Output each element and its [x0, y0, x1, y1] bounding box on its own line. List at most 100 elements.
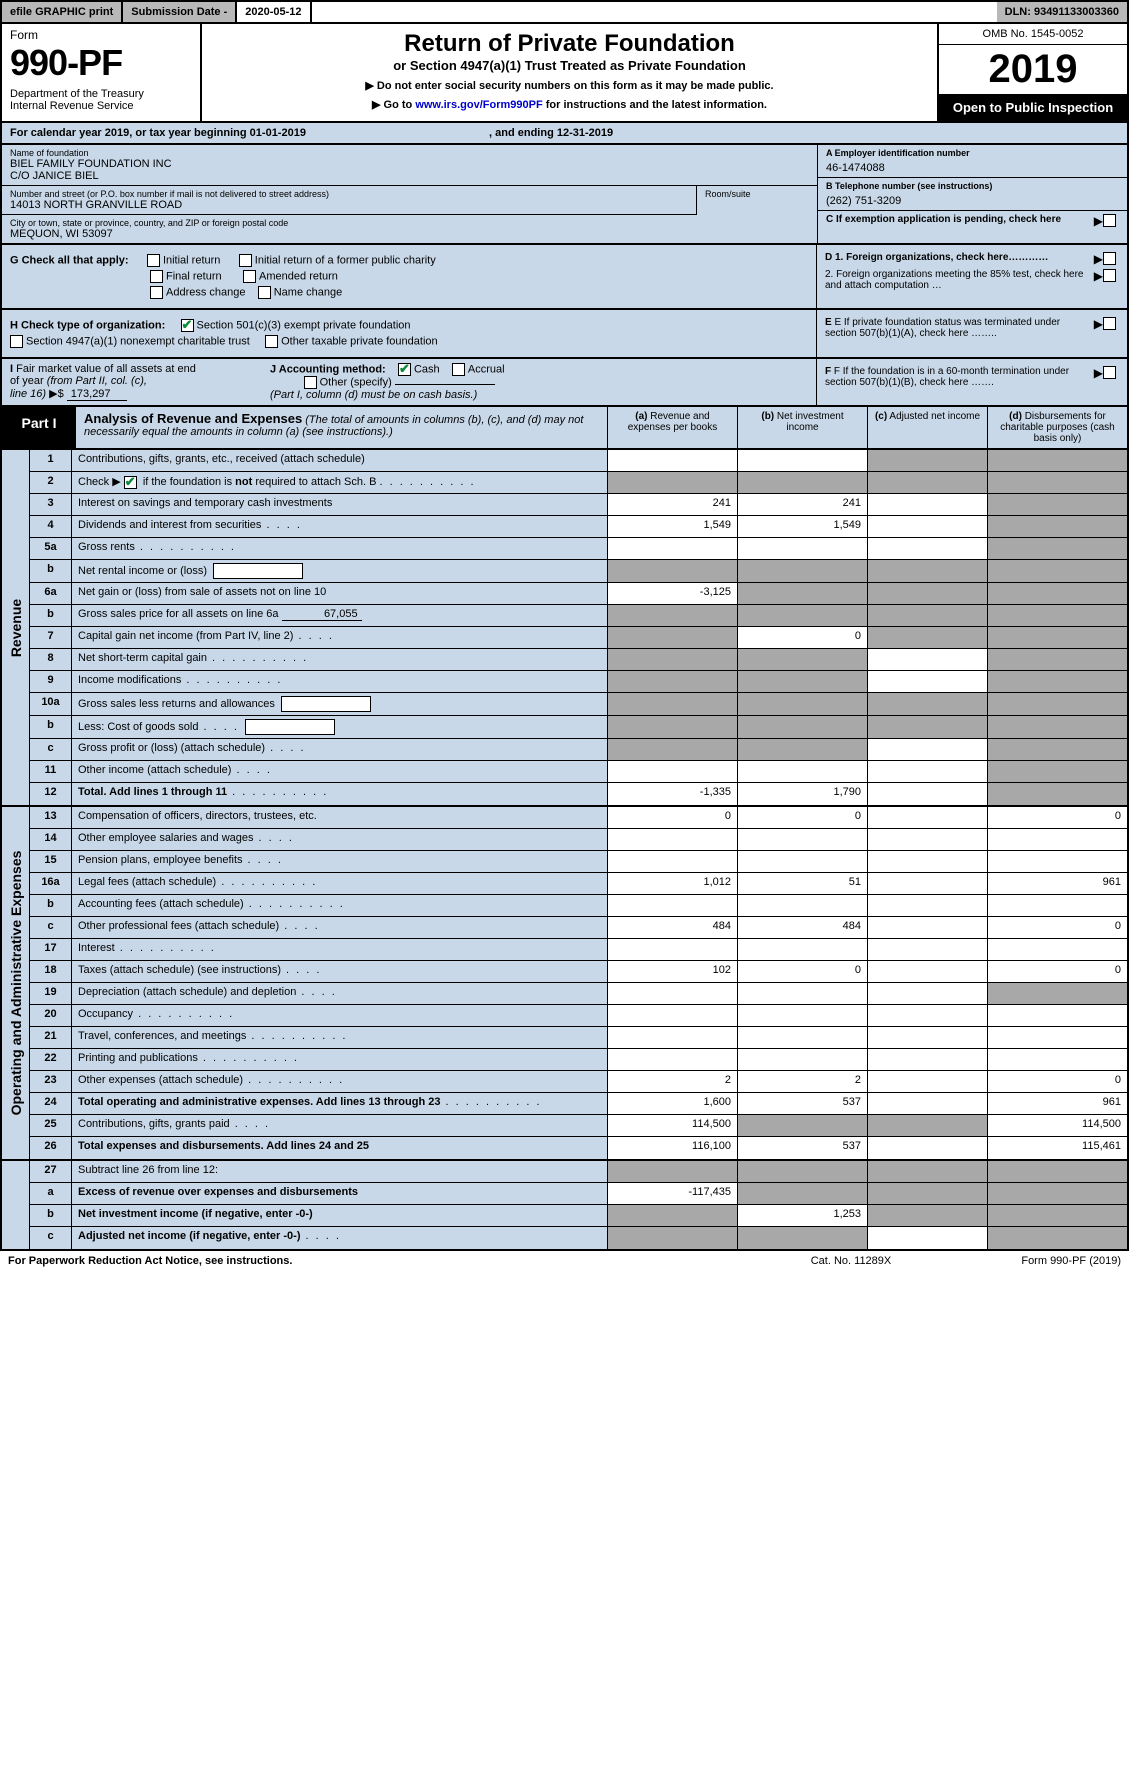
cell — [867, 783, 987, 805]
line-description: Other employee salaries and wages — [72, 829, 607, 850]
amended-return-checkbox[interactable] — [243, 270, 256, 283]
cell — [987, 583, 1127, 604]
line-number: 8 — [30, 649, 72, 670]
line-number: b — [30, 605, 72, 626]
line-description: Contributions, gifts, grants, etc., rece… — [72, 450, 607, 471]
cell — [987, 450, 1127, 471]
cell — [737, 583, 867, 604]
cell: 0 — [737, 627, 867, 648]
form-number: 990-PF — [10, 42, 192, 84]
row-9: 9 Income modifications — [30, 671, 1127, 693]
line-description: Interest on savings and temporary cash i… — [72, 494, 607, 515]
section-g: G Check all that apply: Initial return I… — [2, 245, 817, 308]
cell — [607, 538, 737, 559]
status-terminated-checkbox[interactable] — [1103, 317, 1116, 330]
row-8: 8 Net short-term capital gain — [30, 649, 1127, 671]
form-word: Form — [10, 28, 192, 42]
row-a: a Excess of revenue over expenses and di… — [30, 1183, 1127, 1205]
line-number: b — [30, 895, 72, 916]
cell — [607, 1161, 737, 1182]
line-number: 22 — [30, 1049, 72, 1070]
cell — [607, 1027, 737, 1048]
cell: -117,435 — [607, 1183, 737, 1204]
cell: 2 — [607, 1071, 737, 1092]
cell: 1,549 — [737, 516, 867, 537]
cell: 0 — [987, 1071, 1127, 1092]
submission-date-label: Submission Date - — [123, 2, 237, 22]
cell — [867, 1183, 987, 1204]
cell — [867, 1005, 987, 1026]
cell — [607, 693, 737, 715]
line-description: Gross sales price for all assets on line… — [72, 605, 607, 626]
cell — [867, 472, 987, 493]
cell — [867, 1115, 987, 1136]
cell — [737, 538, 867, 559]
city-state-zip: MEQUON, WI 53097 — [10, 228, 809, 240]
cell — [737, 716, 867, 738]
cell — [737, 1027, 867, 1048]
cell: 484 — [607, 917, 737, 938]
form-number-block: Form 990-PF Department of the Treasury I… — [2, 24, 202, 121]
cell: 0 — [987, 917, 1127, 938]
row-12: 12 Total. Add lines 1 through 11 -1,3351… — [30, 783, 1127, 805]
cell — [737, 1161, 867, 1182]
4947a1-checkbox[interactable] — [10, 335, 23, 348]
cell — [607, 605, 737, 626]
row-b: b Gross sales price for all assets on li… — [30, 605, 1127, 627]
cell — [867, 939, 987, 960]
line-27-section: 27 Subtract line 26 from line 12: a Exce… — [0, 1161, 1129, 1251]
initial-return-former-checkbox[interactable] — [239, 254, 252, 267]
line-number: 1 — [30, 450, 72, 471]
exemption-pending-checkbox[interactable] — [1103, 214, 1116, 227]
cell — [867, 1137, 987, 1159]
cell — [737, 761, 867, 782]
60-month-checkbox[interactable] — [1103, 366, 1116, 379]
cell — [737, 1183, 867, 1204]
cell — [987, 1205, 1127, 1226]
line-number: 13 — [30, 807, 72, 828]
cell: 241 — [607, 494, 737, 515]
col-d-header: (d) Disbursements for charitable purpose… — [987, 407, 1127, 448]
cell — [987, 1161, 1127, 1182]
cell — [737, 693, 867, 715]
cell — [867, 829, 987, 850]
cell — [987, 895, 1127, 916]
foreign-org-checkbox[interactable] — [1103, 252, 1116, 265]
cell — [867, 538, 987, 559]
row-b: b Net rental income or (loss) — [30, 560, 1127, 583]
cell — [867, 873, 987, 894]
line-number: 27 — [30, 1161, 72, 1182]
line-description: Total. Add lines 1 through 11 — [72, 783, 607, 805]
address-change-checkbox[interactable] — [150, 286, 163, 299]
other-taxable-checkbox[interactable] — [265, 335, 278, 348]
line-description: Depreciation (attach schedule) and deple… — [72, 983, 607, 1004]
cell: 114,500 — [607, 1115, 737, 1136]
cell — [987, 761, 1127, 782]
topbar: efile GRAPHIC print Submission Date - 20… — [0, 0, 1129, 24]
irs-link[interactable]: www.irs.gov/Form990PF — [415, 99, 542, 111]
cell — [867, 983, 987, 1004]
line-number: c — [30, 917, 72, 938]
accrual-checkbox[interactable] — [452, 363, 465, 376]
initial-return-checkbox[interactable] — [147, 254, 160, 267]
501c3-checkbox[interactable] — [181, 319, 194, 332]
tax-year: 2019 — [939, 45, 1127, 94]
cash-checkbox[interactable] — [398, 363, 411, 376]
foreign-85-checkbox[interactable] — [1103, 269, 1116, 282]
line-description: Capital gain net income (from Part IV, l… — [72, 627, 607, 648]
cell — [867, 627, 987, 648]
cell — [737, 739, 867, 760]
line-number: c — [30, 1227, 72, 1249]
cell — [607, 1205, 737, 1226]
other-method-checkbox[interactable] — [304, 376, 317, 389]
section-ij-f: I Fair market value of all assets at end… — [0, 359, 1129, 407]
expenses-section: Operating and Administrative Expenses 13… — [0, 807, 1129, 1161]
name-change-checkbox[interactable] — [258, 286, 271, 299]
row-24: 24 Total operating and administrative ex… — [30, 1093, 1127, 1115]
col-a-header: (a) Revenue and expenses per books — [607, 407, 737, 448]
line-description: Other professional fees (attach schedule… — [72, 917, 607, 938]
row-b: b Net investment income (if negative, en… — [30, 1205, 1127, 1227]
final-return-checkbox[interactable] — [150, 270, 163, 283]
phone-field: B Telephone number (see instructions) (2… — [818, 178, 1127, 211]
sch-b-checkbox[interactable] — [124, 476, 137, 489]
